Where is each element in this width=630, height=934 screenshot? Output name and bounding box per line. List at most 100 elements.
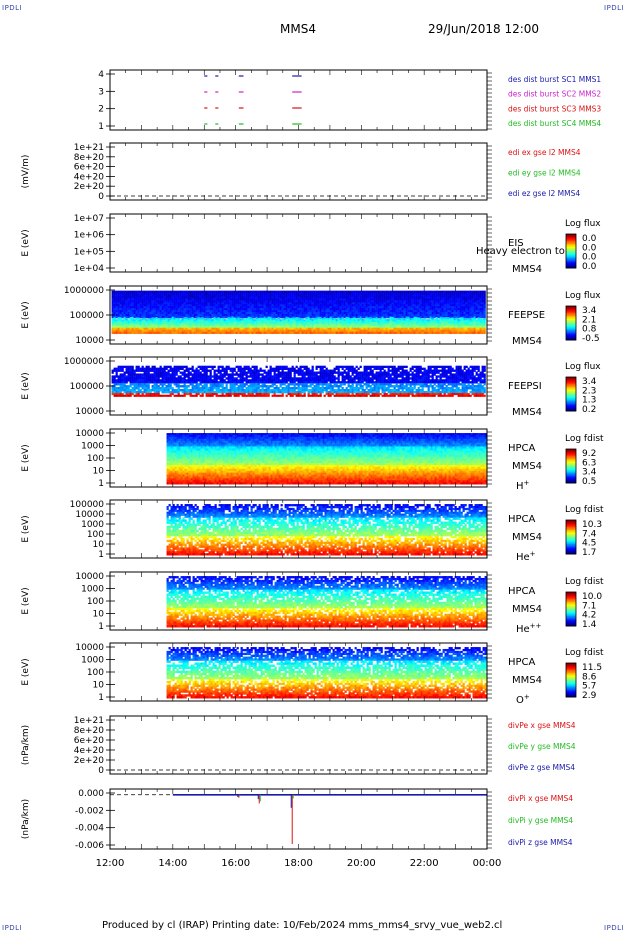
ytick-label-divpi: -0.006 [75, 841, 104, 851]
corner-label-tr: IPDLI [604, 4, 624, 12]
ytick-label-hpca_he2: 1000 [81, 585, 104, 595]
cbar-tick-hpca_he2: 7.1 [582, 601, 596, 611]
colorbar-hpca_he2 [565, 591, 577, 627]
ytick-label-divpi: -0.002 [75, 806, 104, 816]
ytick-label-hpca_h: 100 [87, 454, 104, 464]
ytick-label-hpca_h: 1000 [81, 442, 104, 452]
corner-label-br: IPDLI [604, 924, 624, 932]
ytick-label-hpca_o: 1000 [81, 656, 104, 666]
sc-label-hpca_he: MMS4 [512, 532, 542, 543]
cbar-title-eis: Log flux [565, 219, 601, 229]
instrument-label-feepse: FEEPSE [508, 310, 545, 321]
ytick-label-hpca_h: 1 [98, 479, 104, 489]
ylabel-hpca_he: E (eV) [21, 515, 31, 542]
ytick-label-hpca_h: 10 [93, 467, 105, 477]
instrument-label-feepsi: FEEPSI [508, 381, 542, 392]
xtick-label: 00:00 [473, 858, 502, 869]
ytick-label-hpca_o: 1 [98, 693, 104, 703]
ytick-label-hpca_he: 100000 [70, 500, 105, 510]
ytick-label-edi: 1e+21 [74, 143, 104, 153]
panel-frame-edi [109, 142, 488, 201]
cbar-title-hpca_o: Log fdist [565, 648, 604, 658]
instrument-label-eis: EIS [508, 238, 524, 249]
species-label-hpca_he2: He++ [516, 622, 542, 635]
ytick-label-hpca_he: 10 [93, 540, 105, 550]
cbar-tick-hpca_he2: 10.0 [582, 592, 602, 602]
instrument-label-hpca_he2: HPCA [508, 586, 536, 597]
legend-entry-divpe: divPe y gse MMS4 [508, 742, 576, 751]
ytick-label-hpca_he: 10000 [75, 510, 104, 520]
colorbar-eis [565, 233, 577, 269]
ylabel-divpe: (nPa/km) [21, 725, 31, 765]
ytick-label-feepsi: 10000 [75, 407, 104, 417]
ytick-label-burst: 2 [98, 105, 104, 115]
sc-label-feepsi: MMS4 [512, 407, 542, 418]
ytick-label-hpca_he2: 10 [93, 610, 105, 620]
ytick-label-divpe: 8e+20 [74, 726, 105, 736]
ytick-label-eis: 1e+07 [74, 214, 104, 224]
legend-entry-burst: des dist burst SC3 MMS3 [508, 104, 601, 113]
ytick-label-feepse: 1000000 [64, 286, 104, 296]
sc-label-hpca_o: MMS4 [512, 675, 542, 686]
ytick-label-hpca_he: 1000 [81, 520, 104, 530]
xtick-label: 16:00 [221, 858, 250, 869]
ytick-label-edi: 2e+20 [74, 182, 105, 192]
cbar-tick-eis: 0.0 [582, 262, 597, 272]
cbar-tick-eis: 0.0 [582, 243, 597, 253]
legend-entry-burst: des dist burst SC1 MMS1 [508, 75, 601, 84]
legend-entry-burst: des dist burst SC2 MMS2 [508, 90, 601, 99]
xtick-label: 18:00 [284, 858, 313, 869]
colorbar-hpca_o [565, 662, 577, 698]
cbar-tick-hpca_o: 8.6 [582, 672, 597, 682]
sc-label-hpca_he2: MMS4 [512, 604, 542, 615]
ytick-label-burst: 1 [98, 122, 104, 132]
sc-label-feepse: MMS4 [512, 336, 542, 347]
ylabel-eis: E (eV) [21, 229, 31, 256]
ytick-label-eis: 1e+06 [74, 231, 105, 241]
legend-entry-divpi: divPi x gse MMS4 [508, 794, 573, 803]
ytick-label-hpca_o: 10 [93, 681, 105, 691]
ytick-label-eis: 1e+05 [74, 247, 104, 257]
instrument-label-hpca_he: HPCA [508, 514, 536, 525]
ytick-label-burst: 3 [98, 87, 104, 97]
ylabel-feepse: E (eV) [21, 301, 31, 328]
cbar-tick-hpca_h: 0.5 [582, 477, 596, 487]
colorbar-feepsi [565, 376, 577, 412]
colorbar-hpca_he [565, 519, 577, 555]
ylabel-hpca_he2: E (eV) [21, 587, 31, 614]
instrument-label-hpca_h: HPCA [508, 443, 536, 454]
cbar-tick-feepsi: 3.4 [582, 377, 597, 387]
corner-label-bl: IPDLI [2, 924, 22, 932]
ytick-label-burst: 4 [98, 70, 104, 80]
ytick-label-divpi: 0.000 [78, 789, 104, 799]
ytick-label-divpe: 6e+20 [74, 736, 105, 746]
cbar-title-hpca_he2: Log fdist [565, 577, 604, 587]
cbar-tick-feepsi: 2.3 [582, 386, 596, 396]
legend-entry-burst: des dist burst SC4 MMS4 [508, 119, 601, 128]
species-label-hpca_o: O+ [516, 693, 530, 706]
cbar-tick-hpca_o: 5.7 [582, 682, 596, 692]
cbar-tick-hpca_o: 2.9 [582, 691, 597, 701]
cbar-tick-feepsi: 1.3 [582, 396, 596, 406]
legend-entry-divpi: divPi z gse MMS4 [508, 838, 573, 847]
ytick-label-feepsi: 100000 [70, 382, 105, 392]
xtick-label: 22:00 [410, 858, 439, 869]
ytick-label-hpca_he2: 100 [87, 597, 104, 607]
ylabel-divpi: (nPa/km) [21, 799, 31, 839]
ytick-label-divpe: 2e+20 [74, 756, 105, 766]
cbar-tick-eis: 0.0 [582, 253, 597, 263]
ytick-label-hpca_o: 100 [87, 668, 104, 678]
plot-datetime: 29/Jun/2018 12:00 [428, 22, 539, 36]
ytick-label-hpca_he2: 10000 [75, 572, 104, 582]
ytick-label-edi: 8e+20 [74, 153, 105, 163]
ytick-label-hpca_o: 10000 [75, 643, 104, 653]
sc-label-eis: MMS4 [512, 264, 542, 275]
panel-frame-divpe [109, 715, 488, 775]
legend-entry-edi: edi ez gse l2 MMS4 [508, 189, 580, 198]
ylabel-feepsi: E (eV) [21, 372, 31, 399]
colorbar-hpca_h [565, 448, 577, 484]
ytick-label-divpe: 4e+20 [74, 746, 105, 756]
ytick-label-hpca_he: 100 [87, 530, 104, 540]
xtick-label: 14:00 [158, 858, 187, 869]
